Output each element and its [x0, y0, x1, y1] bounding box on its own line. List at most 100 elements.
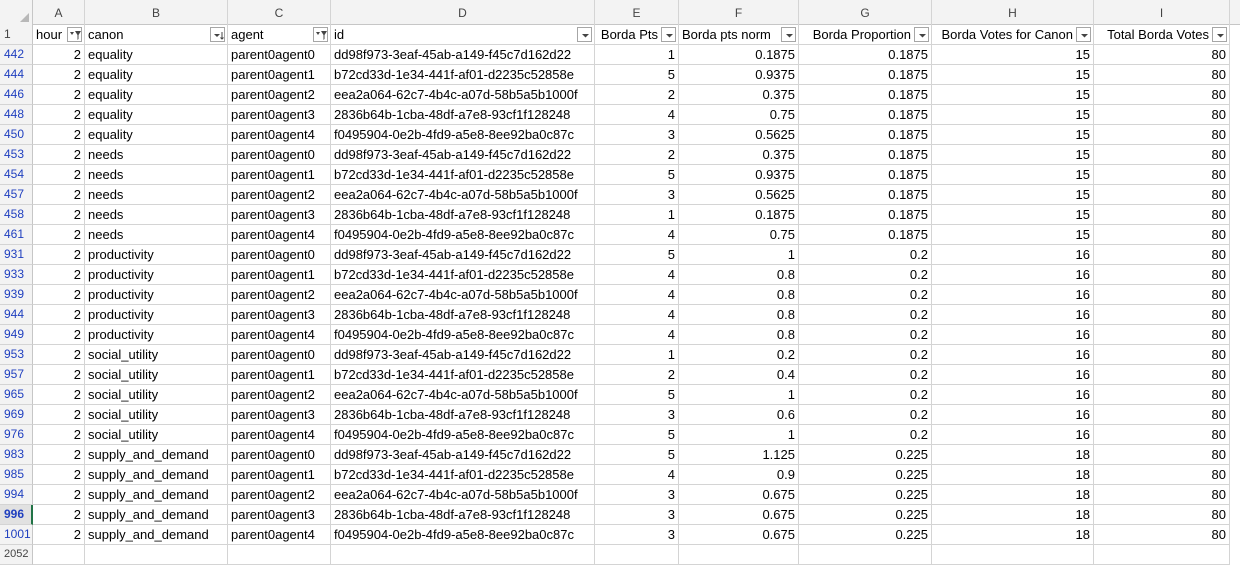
- row-header[interactable]: 933: [0, 265, 33, 285]
- cell-total-borda-votes[interactable]: 80: [1094, 325, 1230, 345]
- cell-borda-pts-norm[interactable]: 0.1875: [679, 45, 799, 65]
- row-header[interactable]: 944: [0, 305, 33, 325]
- cell-borda-pts-norm[interactable]: 1: [679, 245, 799, 265]
- header-cell-borda-proportion[interactable]: Borda Proportion: [799, 25, 932, 45]
- row-header[interactable]: 446: [0, 85, 33, 105]
- empty-cell[interactable]: [228, 545, 331, 565]
- cell-hour[interactable]: 2: [33, 345, 85, 365]
- cell-agent[interactable]: parent0agent2: [228, 285, 331, 305]
- cell-borda-votes-for-canon[interactable]: 16: [932, 305, 1094, 325]
- cell-borda-pts[interactable]: 3: [595, 485, 679, 505]
- empty-cell[interactable]: [595, 545, 679, 565]
- cell-borda-proportion[interactable]: 0.2: [799, 405, 932, 425]
- cell-borda-proportion[interactable]: 0.1875: [799, 85, 932, 105]
- empty-cell[interactable]: [932, 545, 1094, 565]
- cell-id[interactable]: 2836b64b-1cba-48df-a7e8-93cf1f128248: [331, 505, 595, 525]
- cell-borda-proportion[interactable]: 0.225: [799, 445, 932, 465]
- cell-borda-pts-norm[interactable]: 1: [679, 425, 799, 445]
- column-header-d[interactable]: D: [331, 0, 595, 25]
- cell-canon[interactable]: needs: [85, 185, 228, 205]
- header-cell-total-borda-votes[interactable]: Total Borda Votes: [1094, 25, 1230, 45]
- cell-hour[interactable]: 2: [33, 165, 85, 185]
- cell-hour[interactable]: 2: [33, 65, 85, 85]
- cell-id[interactable]: dd98f973-3eaf-45ab-a149-f45c7d162d22: [331, 245, 595, 265]
- cell-hour[interactable]: 2: [33, 525, 85, 545]
- empty-cell[interactable]: [331, 545, 595, 565]
- column-header-i[interactable]: I: [1094, 0, 1230, 25]
- select-all-corner[interactable]: [0, 0, 33, 25]
- cell-borda-pts-norm[interactable]: 0.9375: [679, 165, 799, 185]
- cell-borda-pts[interactable]: 3: [595, 125, 679, 145]
- cell-borda-pts-norm[interactable]: 0.675: [679, 525, 799, 545]
- cell-agent[interactable]: parent0agent4: [228, 525, 331, 545]
- cell-hour[interactable]: 2: [33, 145, 85, 165]
- cell-id[interactable]: 2836b64b-1cba-48df-a7e8-93cf1f128248: [331, 205, 595, 225]
- cell-borda-proportion[interactable]: 0.2: [799, 305, 932, 325]
- cell-hour[interactable]: 2: [33, 485, 85, 505]
- cell-hour[interactable]: 2: [33, 505, 85, 525]
- cell-borda-votes-for-canon[interactable]: 15: [932, 225, 1094, 245]
- cell-borda-votes-for-canon[interactable]: 16: [932, 265, 1094, 285]
- cell-id[interactable]: b72cd33d-1e34-441f-af01-d2235c52858e: [331, 65, 595, 85]
- cell-agent[interactable]: parent0agent1: [228, 265, 331, 285]
- column-header-c[interactable]: C: [228, 0, 331, 25]
- cell-total-borda-votes[interactable]: 80: [1094, 85, 1230, 105]
- cell-borda-pts-norm[interactable]: 0.6: [679, 405, 799, 425]
- cell-id[interactable]: eea2a064-62c7-4b4c-a07d-58b5a5b1000f: [331, 285, 595, 305]
- cell-canon[interactable]: needs: [85, 225, 228, 245]
- cell-total-borda-votes[interactable]: 80: [1094, 385, 1230, 405]
- cell-borda-pts[interactable]: 4: [595, 305, 679, 325]
- cell-canon[interactable]: equality: [85, 105, 228, 125]
- empty-cell[interactable]: [85, 545, 228, 565]
- cell-borda-pts-norm[interactable]: 0.675: [679, 505, 799, 525]
- cell-id[interactable]: b72cd33d-1e34-441f-af01-d2235c52858e: [331, 265, 595, 285]
- cell-hour[interactable]: 2: [33, 105, 85, 125]
- cell-canon[interactable]: equality: [85, 65, 228, 85]
- cell-borda-proportion[interactable]: 0.1875: [799, 185, 932, 205]
- filter-dropdown-icon[interactable]: [914, 27, 929, 42]
- cell-hour[interactable]: 2: [33, 285, 85, 305]
- cell-agent[interactable]: parent0agent3: [228, 305, 331, 325]
- cell-borda-pts[interactable]: 5: [595, 425, 679, 445]
- cell-borda-votes-for-canon[interactable]: 15: [932, 105, 1094, 125]
- cell-hour[interactable]: 2: [33, 205, 85, 225]
- cell-total-borda-votes[interactable]: 80: [1094, 125, 1230, 145]
- header-cell-hour[interactable]: hour: [33, 25, 85, 45]
- cell-total-borda-votes[interactable]: 80: [1094, 45, 1230, 65]
- cell-hour[interactable]: 2: [33, 225, 85, 245]
- column-header-e[interactable]: E: [595, 0, 679, 25]
- cell-borda-votes-for-canon[interactable]: 15: [932, 125, 1094, 145]
- cell-borda-proportion[interactable]: 0.2: [799, 425, 932, 445]
- cell-borda-votes-for-canon[interactable]: 16: [932, 425, 1094, 445]
- cell-borda-pts-norm[interactable]: 0.1875: [679, 205, 799, 225]
- filter-dropdown-icon[interactable]: [1212, 27, 1227, 42]
- cell-canon[interactable]: social_utility: [85, 365, 228, 385]
- empty-cell[interactable]: [1094, 545, 1230, 565]
- cell-borda-votes-for-canon[interactable]: 16: [932, 385, 1094, 405]
- cell-canon[interactable]: supply_and_demand: [85, 485, 228, 505]
- row-header[interactable]: 442: [0, 45, 33, 65]
- row-header[interactable]: 444: [0, 65, 33, 85]
- cell-borda-proportion[interactable]: 0.2: [799, 345, 932, 365]
- column-header-a[interactable]: A: [33, 0, 85, 25]
- filter-active-icon[interactable]: [313, 27, 328, 42]
- cell-borda-pts-norm[interactable]: 0.5625: [679, 185, 799, 205]
- cell-id[interactable]: dd98f973-3eaf-45ab-a149-f45c7d162d22: [331, 45, 595, 65]
- sort-filter-icon[interactable]: [210, 27, 225, 42]
- cell-id[interactable]: 2836b64b-1cba-48df-a7e8-93cf1f128248: [331, 405, 595, 425]
- cell-canon[interactable]: social_utility: [85, 385, 228, 405]
- cell-id[interactable]: dd98f973-3eaf-45ab-a149-f45c7d162d22: [331, 445, 595, 465]
- cell-borda-pts-norm[interactable]: 0.5625: [679, 125, 799, 145]
- cell-agent[interactable]: parent0agent3: [228, 105, 331, 125]
- cell-borda-pts-norm[interactable]: 0.2: [679, 345, 799, 365]
- cell-canon[interactable]: equality: [85, 85, 228, 105]
- cell-total-borda-votes[interactable]: 80: [1094, 445, 1230, 465]
- row-header[interactable]: 976: [0, 425, 33, 445]
- cell-hour[interactable]: 2: [33, 445, 85, 465]
- cell-canon[interactable]: social_utility: [85, 425, 228, 445]
- cell-borda-pts[interactable]: 3: [595, 405, 679, 425]
- cell-canon[interactable]: needs: [85, 165, 228, 185]
- cell-canon[interactable]: supply_and_demand: [85, 505, 228, 525]
- cell-canon[interactable]: productivity: [85, 325, 228, 345]
- cell-borda-votes-for-canon[interactable]: 16: [932, 285, 1094, 305]
